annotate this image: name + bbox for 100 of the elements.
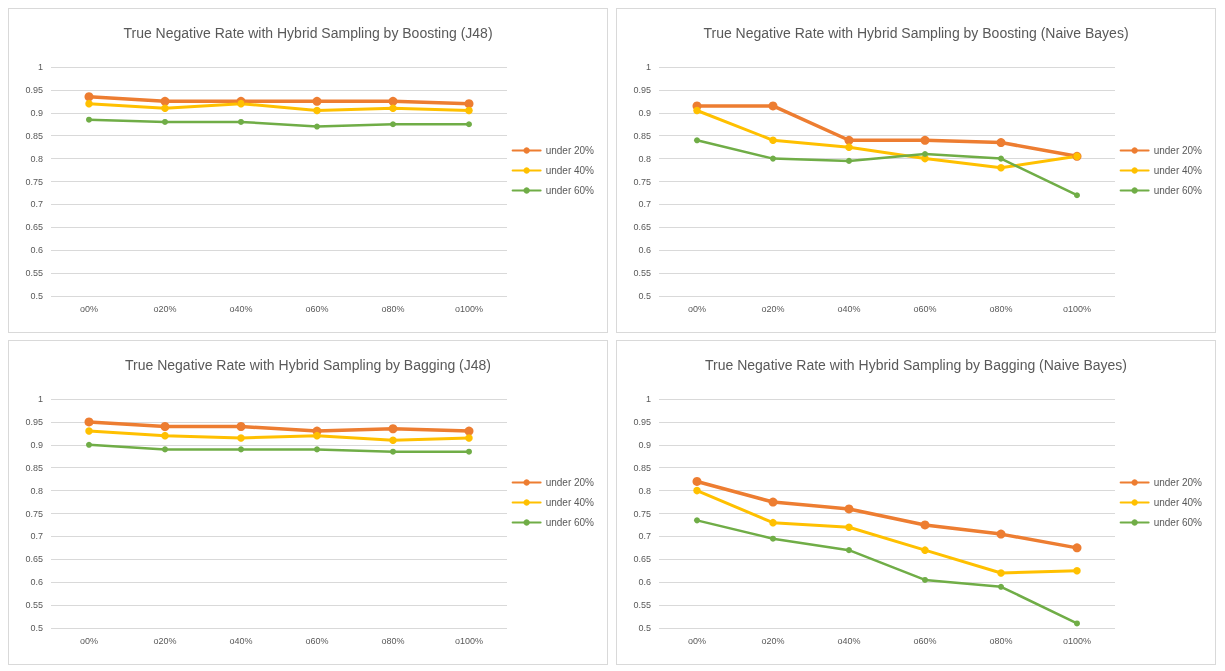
x-tick-label: o40% <box>229 635 253 646</box>
point <box>160 421 170 431</box>
x-tick-label: o20% <box>761 303 785 314</box>
point <box>85 99 93 108</box>
x-tick-label: o80% <box>381 635 405 646</box>
y-tick-label: 0.75 <box>25 176 43 187</box>
y-tick-label: 0.7 <box>30 531 43 542</box>
point <box>846 157 852 164</box>
x-tick-label: o20% <box>761 635 785 646</box>
point <box>845 143 853 151</box>
point <box>312 96 322 106</box>
y-tick-label: 0.75 <box>25 508 43 519</box>
point <box>845 523 853 531</box>
y-tick-label: 0.8 <box>638 485 651 496</box>
point <box>922 151 928 158</box>
x-tick-label: o80% <box>381 303 405 314</box>
point <box>389 104 397 112</box>
point <box>1074 192 1080 199</box>
point <box>996 138 1006 148</box>
point <box>1073 567 1081 575</box>
point <box>162 118 168 125</box>
x-tick-label: o60% <box>305 635 329 646</box>
legend-label: under 60% <box>1153 185 1203 196</box>
y-tick-label: 0.55 <box>633 600 651 611</box>
x-tick-label: o100% <box>454 303 484 314</box>
y-tick-label: 0.9 <box>638 107 651 118</box>
y-tick-label: 0.5 <box>638 623 651 633</box>
legend-label: under 20% <box>1153 477 1203 488</box>
point <box>768 497 778 507</box>
y-tick-label: 0.7 <box>30 199 43 210</box>
point <box>389 436 397 444</box>
y-tick-label: 0.6 <box>30 245 43 256</box>
point <box>1072 543 1082 553</box>
point <box>694 517 700 524</box>
point <box>162 446 168 453</box>
y-tick-label: 0.85 <box>633 130 651 141</box>
point <box>161 431 169 440</box>
point <box>313 431 321 440</box>
legend-label: under 20% <box>545 477 595 488</box>
point <box>770 155 776 162</box>
y-tick-label: 0.95 <box>633 84 651 95</box>
y-tick-label: 0.6 <box>638 245 651 256</box>
legend-label: under 20% <box>545 145 595 156</box>
legend-label: under 40% <box>545 497 595 508</box>
x-tick-label: o60% <box>305 303 329 314</box>
x-tick-label: o60% <box>913 635 937 646</box>
point <box>236 421 246 431</box>
y-tick-label: 0.9 <box>30 107 43 118</box>
y-tick-label: 0.8 <box>638 153 651 164</box>
point <box>390 448 396 455</box>
y-tick-label: 0.9 <box>638 439 651 450</box>
point <box>693 106 701 115</box>
point <box>314 123 320 130</box>
x-tick-label: o0% <box>79 635 99 646</box>
point <box>770 535 776 542</box>
y-tick-label: 1 <box>645 394 651 404</box>
y-tick-label: 0.8 <box>30 153 43 164</box>
point <box>314 446 320 453</box>
point <box>238 446 244 453</box>
chart-title: True Negative Rate with Hybrid Sampling by Boosting (Naive Bayes) <box>703 25 1129 41</box>
point <box>86 116 92 123</box>
y-tick-label: 0.5 <box>30 291 43 301</box>
y-tick-label: 1 <box>645 62 651 72</box>
point <box>769 136 777 145</box>
x-tick-label: o0% <box>687 303 707 314</box>
y-tick-label: 0.5 <box>638 291 651 301</box>
y-tick-label: 1 <box>37 394 43 404</box>
point <box>465 106 473 115</box>
x-tick-label: o20% <box>153 303 177 314</box>
y-tick-label: 0.65 <box>25 554 43 565</box>
chart-title: True Negative Rate with Hybrid Sampling by Bagging (J48) <box>125 357 491 373</box>
point <box>390 121 396 128</box>
point <box>388 424 398 434</box>
y-tick-label: 0.6 <box>30 577 43 588</box>
point <box>84 417 94 427</box>
point <box>997 569 1005 577</box>
legend-label: under 60% <box>545 185 595 196</box>
x-tick-label: o40% <box>837 303 861 314</box>
point <box>313 106 321 115</box>
y-tick-label: 0.85 <box>633 462 651 473</box>
point <box>922 576 928 583</box>
point <box>86 441 92 448</box>
y-tick-label: 0.65 <box>25 222 43 233</box>
x-tick-label: o60% <box>913 303 937 314</box>
point <box>996 529 1006 539</box>
point <box>464 426 474 436</box>
point <box>920 520 930 530</box>
point <box>769 518 777 527</box>
point <box>998 583 1004 590</box>
point <box>921 546 929 554</box>
x-tick-label: o0% <box>79 303 99 314</box>
x-tick-label: o100% <box>1062 635 1092 646</box>
y-tick-label: 0.95 <box>25 84 43 95</box>
legend-label: under 60% <box>545 517 595 528</box>
point <box>768 101 778 111</box>
point <box>466 121 472 128</box>
point <box>1074 620 1080 627</box>
y-tick-label: 0.9 <box>30 439 43 450</box>
chart-title: True Negative Rate with Hybrid Sampling by Bagging (Naive Bayes) <box>704 357 1128 373</box>
x-tick-label: o80% <box>989 635 1013 646</box>
